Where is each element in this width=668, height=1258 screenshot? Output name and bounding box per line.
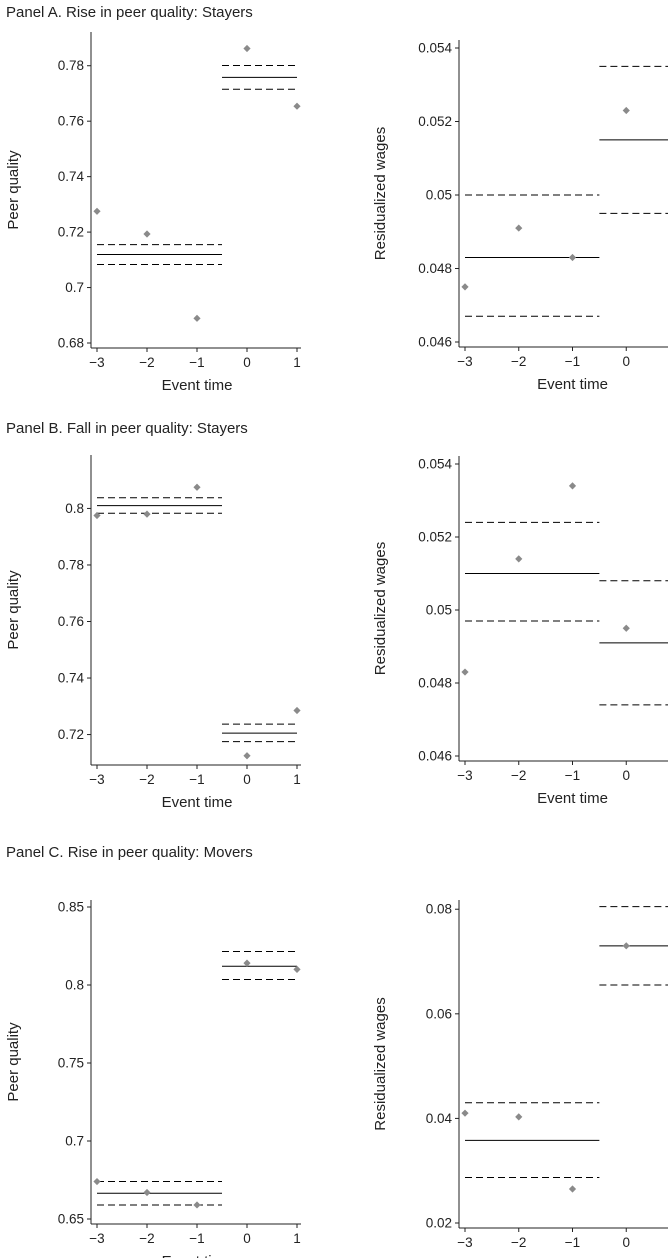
c-right-data-point [515,1113,523,1121]
b-left-y-tick-label: 0.78 [58,557,84,572]
c-right-x-tick-label: −3 [457,1235,472,1250]
b-right-data-point [622,624,630,632]
b-right-data-point [568,482,577,490]
a-left-x-tick-label: −1 [189,355,204,370]
a-left-y-tick-label: 0.72 [58,225,84,240]
b-left-data-point [293,706,301,715]
c-left-y-tick-label: 0.65 [58,1212,84,1227]
a-right-x-axis-title: Event time [537,376,608,393]
b-left-data-point [193,483,201,491]
b-right-x-tick-label: 0 [622,768,630,783]
a-left-x-axis-title: Event time [162,377,233,394]
a-left-x-tick-label: −3 [89,355,104,370]
b-right-x-tick-label: −3 [457,768,472,783]
a-left-data-point [293,102,301,110]
b-left-data-point [143,510,151,518]
a-right-data-point [515,224,523,232]
a-right-y-axis-title: Residualized wages [372,127,389,260]
panel-b-title: Panel B. Fall in peer quality: Stayers [6,420,248,437]
b-right-y-tick-label: 0.05 [426,603,452,618]
c-left-data-point [293,965,301,973]
c-left-x-tick-label: 1 [293,1231,301,1246]
c-left-data-point [93,1177,101,1186]
a-right-x-tick-label: −3 [457,354,472,369]
a-right-y-tick-label: 0.05 [426,188,452,203]
c-left-data-point [243,959,251,967]
b-right-y-axis-title: Residualized wages [372,542,389,675]
a-left-data-point [143,230,151,238]
b-left-x-tick-label: 1 [293,772,301,787]
c-left-y-tick-label: 0.7 [65,1134,84,1149]
b-right-y-tick-label: 0.052 [418,530,452,545]
a-left-y-tick-label: 0.76 [58,114,84,129]
c-left-y-tick-label: 0.8 [65,978,84,993]
b-right-data-point [461,668,469,676]
c-left-x-tick-label: −2 [139,1231,154,1246]
a-left-y-axis-title: Peer quality [5,150,22,230]
b-left-y-tick-label: 0.76 [58,614,84,629]
b-right-x-axis-title: Event time [537,790,608,807]
a-left-y-tick-label: 0.74 [58,169,85,184]
a-right-data-point [622,106,630,115]
b-left-y-axis-title: Peer quality [5,570,22,650]
a-right-y-tick-label: 0.052 [418,114,452,129]
a-left-data-point [93,207,101,215]
a-left-x-tick-label: 1 [293,355,301,370]
c-left-y-tick-label: 0.75 [58,1056,84,1071]
c-right-x-tick-label: −1 [565,1235,580,1250]
a-right-x-tick-label: −1 [565,354,580,369]
c-right-y-tick-label: 0.02 [426,1216,452,1231]
a-right-y-tick-label: 0.054 [418,41,452,56]
b-left-x-axis-title: Event time [162,794,233,811]
a-left-y-tick-label: 0.68 [58,336,84,351]
a-right-x-tick-label: 0 [622,354,630,369]
b-right-y-tick-label: 0.054 [418,457,452,472]
a-left-y-tick-label: 0.78 [58,58,84,73]
b-left-x-tick-label: −3 [89,772,104,787]
c-left-y-axis-title: Peer quality [5,1022,22,1102]
b-left-y-tick-label: 0.72 [58,727,84,742]
c-left-x-axis-title: Event time [162,1253,233,1258]
b-left-x-tick-label: −1 [189,772,204,787]
b-right-x-tick-label: −1 [565,768,580,783]
c-left-x-tick-label: −1 [189,1231,204,1246]
b-left-y-tick-label: 0.74 [58,671,85,686]
b-right-y-tick-label: 0.048 [418,676,452,691]
b-right-data-point [515,555,523,563]
a-left-x-tick-label: 0 [243,355,251,370]
b-left-x-tick-label: 0 [243,772,251,787]
b-right-y-tick-label: 0.046 [418,749,452,764]
c-left-x-tick-label: 0 [243,1231,251,1246]
c-right-data-point [461,1109,469,1117]
panel-c-title: Panel C. Rise in peer quality: Movers [6,844,253,861]
c-right-y-tick-label: 0.06 [426,1006,452,1021]
c-left-x-tick-label: −3 [89,1231,104,1246]
a-right-data-point [461,283,469,291]
c-right-y-tick-label: 0.04 [426,1111,453,1126]
c-right-data-point [622,942,630,950]
c-right-y-axis-title: Residualized wages [372,997,389,1130]
b-right-x-tick-label: −2 [511,768,526,783]
a-right-y-tick-label: 0.048 [418,261,452,276]
b-left-data-point [93,511,101,520]
c-left-data-point [143,1188,151,1197]
a-left-data-point [243,44,251,53]
b-left-x-tick-label: −2 [139,772,154,787]
b-left-y-tick-label: 0.8 [65,501,84,516]
c-right-data-point [568,1185,577,1193]
c-right-x-tick-label: 0 [622,1235,630,1250]
c-left-data-point [193,1201,201,1209]
a-right-x-tick-label: −2 [511,354,526,369]
panel-a-title: Panel A. Rise in peer quality: Stayers [6,4,253,21]
b-left-data-point [243,752,251,760]
c-right-y-tick-label: 0.08 [426,902,452,917]
a-right-data-point [568,253,577,262]
a-left-data-point [193,314,201,322]
c-left-y-tick-label: 0.85 [58,900,84,915]
a-right-y-tick-label: 0.046 [418,335,452,350]
a-left-x-tick-label: −2 [139,355,154,370]
a-left-y-tick-label: 0.7 [65,280,84,295]
c-right-x-tick-label: −2 [511,1235,526,1250]
